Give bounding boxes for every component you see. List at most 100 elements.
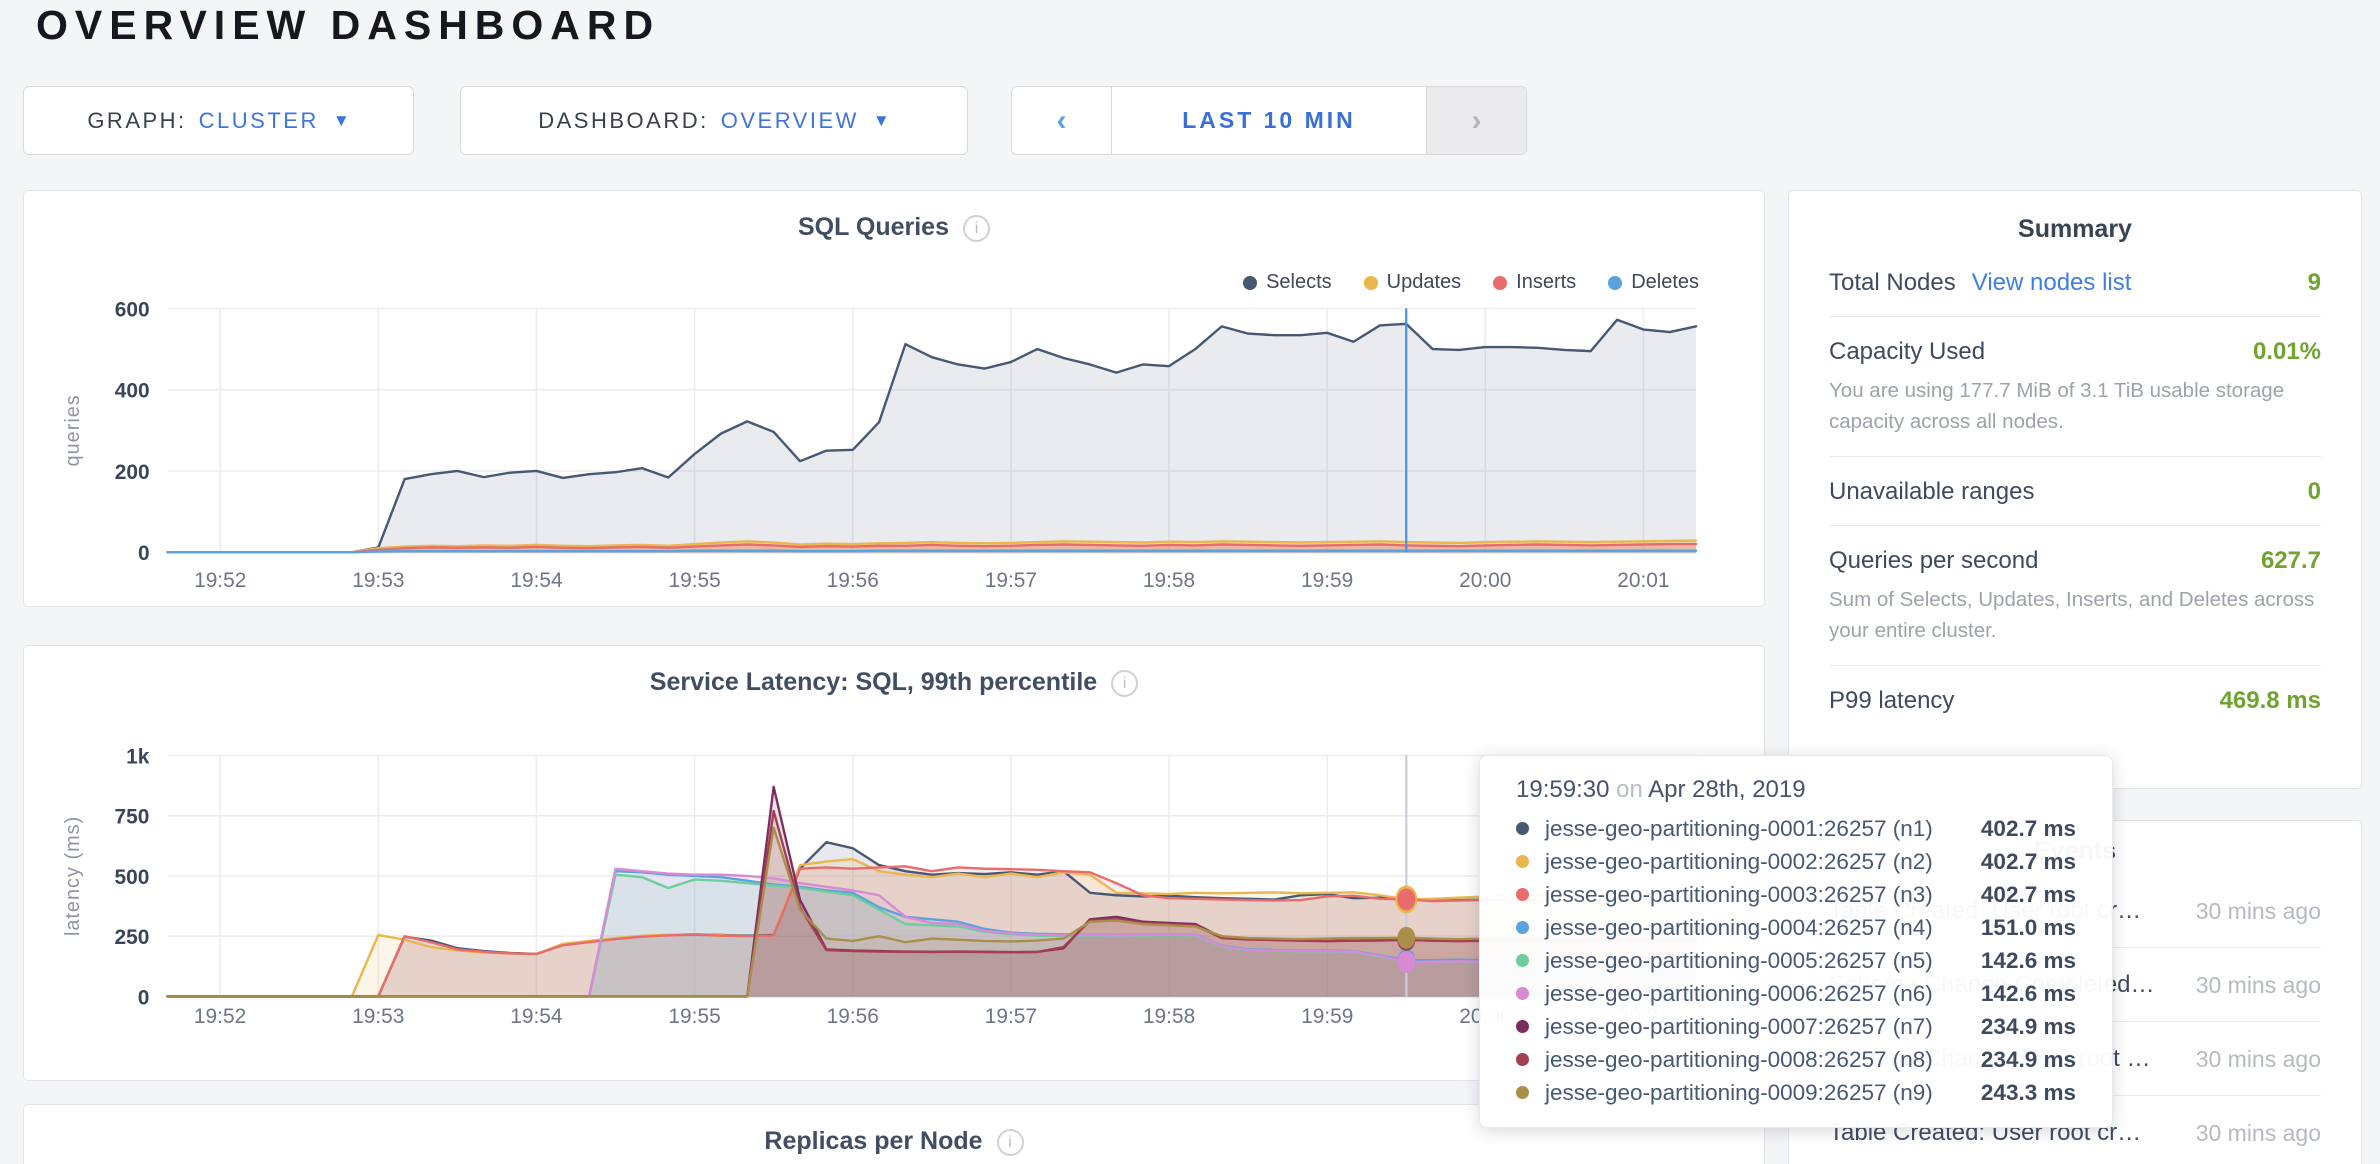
series-dot xyxy=(1516,987,1529,1000)
svg-text:0: 0 xyxy=(138,986,150,1009)
tooltip-row: jesse-geo-partitioning-0002:26257 (n2) 4… xyxy=(1516,845,2076,878)
summary-value: 469.8 ms xyxy=(2219,687,2321,714)
svg-text:19:57: 19:57 xyxy=(985,569,1037,592)
time-range-display[interactable]: LAST 10 MIN xyxy=(1182,107,1356,133)
tooltip-node-value: 243.3 ms xyxy=(1980,1079,2076,1105)
svg-text:600: 600 xyxy=(115,298,150,321)
hover-tooltip: 19:59:30 on Apr 28th, 2019 jesse-geo-par… xyxy=(1479,755,2113,1128)
legend-item-deletes: Deletes xyxy=(1608,271,1699,294)
tooltip-row: jesse-geo-partitioning-0001:26257 (n1) 4… xyxy=(1516,812,2076,845)
tooltip-node-value: 402.7 ms xyxy=(1980,815,2076,841)
service-latency-chart[interactable]: 19:52 19:53 19:54 19:55 19:56 19:57 19:58 19:59… xyxy=(24,646,1764,1080)
svg-text:19:52: 19:52 xyxy=(194,1005,246,1028)
tooltip-time: 19:59:30 xyxy=(1516,776,1610,803)
series-dot xyxy=(1516,822,1529,835)
dashboard-dropdown[interactable]: DASHBOARD: OVERVIEW ▼ xyxy=(460,86,968,155)
chevron-down-icon: ▼ xyxy=(872,110,890,130)
summary-description: Sum of Selects, Updates, Inserts, and De… xyxy=(1829,588,2315,642)
graph-dropdown[interactable]: GRAPH: CLUSTER ▼ xyxy=(23,86,414,155)
svg-text:19:55: 19:55 xyxy=(668,569,720,592)
event-time: 30 mins ago xyxy=(2195,1119,2321,1146)
graph-dropdown-value: CLUSTER xyxy=(198,107,319,133)
svg-text:19:58: 19:58 xyxy=(1143,569,1195,592)
info-icon[interactable]: i xyxy=(1111,669,1139,697)
summary-label: P99 latency xyxy=(1829,687,1955,714)
tooltip-node-value: 234.9 ms xyxy=(1980,1013,2076,1039)
series-dot xyxy=(1608,275,1623,290)
svg-text:20:00: 20:00 xyxy=(1459,569,1511,592)
svg-text:400: 400 xyxy=(115,380,150,403)
summary-row-capacity: Capacity Used 0.01% You are using 177.7 … xyxy=(1829,317,2321,457)
summary-value: 0.01% xyxy=(2252,338,2321,365)
sql-legend: Selects Updates Inserts Deletes xyxy=(1243,271,1699,294)
dashboard-dropdown-value: OVERVIEW xyxy=(720,107,859,133)
info-icon[interactable]: i xyxy=(996,1128,1024,1156)
tooltip-node-name: jesse-geo-partitioning-0002:26257 (n2) xyxy=(1545,848,1933,874)
info-icon[interactable]: i xyxy=(963,214,990,242)
svg-text:250: 250 xyxy=(115,926,150,949)
svg-text:queries: queries xyxy=(62,394,84,466)
chevron-left-icon: ‹ xyxy=(1056,103,1067,137)
summary-value: 0 xyxy=(2307,478,2321,505)
svg-text:0: 0 xyxy=(138,542,150,565)
svg-text:19:56: 19:56 xyxy=(827,569,879,592)
svg-text:19:58: 19:58 xyxy=(1143,1005,1195,1028)
legend-item-inserts: Inserts xyxy=(1493,271,1576,294)
summary-value: 9 xyxy=(2307,269,2321,296)
tooltip-node-name: jesse-geo-partitioning-0001:26257 (n1) xyxy=(1545,815,1933,841)
tooltip-node-value: 234.9 ms xyxy=(1980,1046,2076,1072)
tooltip-row: jesse-geo-partitioning-0004:26257 (n4) 1… xyxy=(1516,911,2076,944)
summary-title: Summary xyxy=(2018,215,2132,243)
dashboard-dropdown-label: DASHBOARD: xyxy=(538,107,709,133)
sql-queries-chart[interactable]: 19:52 19:53 19:54 19:55 19:56 19:57 19:58 19:59… xyxy=(24,191,1764,606)
svg-text:750: 750 xyxy=(115,806,150,829)
summary-row-total-nodes: Total Nodes View nodes list 9 xyxy=(1829,248,2321,317)
chart-title: Service Latency: SQL, 99th percentile i xyxy=(24,668,1764,697)
tooltip-node-name: jesse-geo-partitioning-0005:26257 (n5) xyxy=(1545,947,1933,973)
event-time: 30 mins ago xyxy=(2195,1045,2321,1072)
svg-text:1k: 1k xyxy=(126,745,150,768)
chevron-down-icon: ▼ xyxy=(332,110,350,130)
svg-text:19:56: 19:56 xyxy=(827,1005,879,1028)
tooltip-node-value: 402.7 ms xyxy=(1980,848,2076,874)
svg-text:20:01: 20:01 xyxy=(1617,569,1669,592)
tooltip-header: 19:59:30 on Apr 28th, 2019 xyxy=(1516,776,2076,804)
graph-dropdown-label: GRAPH: xyxy=(87,107,187,133)
svg-text:19:54: 19:54 xyxy=(510,1005,562,1028)
summary-label: Total Nodes xyxy=(1829,269,1956,296)
tooltip-node-name: jesse-geo-partitioning-0008:26257 (n8) xyxy=(1545,1046,1933,1072)
svg-text:19:52: 19:52 xyxy=(194,569,246,592)
summary-panel: Summary Total Nodes View nodes list 9 Ca… xyxy=(1788,190,2362,789)
time-prev-button[interactable]: ‹ xyxy=(1012,87,1112,154)
tooltip-node-value: 402.7 ms xyxy=(1980,881,2076,907)
tooltip-row: jesse-geo-partitioning-0003:26257 (n3) 4… xyxy=(1516,878,2076,911)
series-dot xyxy=(1516,1020,1529,1033)
legend-item-selects: Selects xyxy=(1243,271,1332,294)
tooltip-row: jesse-geo-partitioning-0006:26257 (n6) 1… xyxy=(1516,977,2076,1010)
tooltip-node-name: jesse-geo-partitioning-0003:26257 (n3) xyxy=(1545,881,1933,907)
time-next-button: › xyxy=(1426,87,1526,154)
summary-row-p99: P99 latency 469.8 ms xyxy=(1829,666,2321,734)
svg-text:19:55: 19:55 xyxy=(668,1005,720,1028)
series-dot xyxy=(1516,954,1529,967)
series-dot xyxy=(1516,921,1529,934)
series-dot xyxy=(1243,275,1258,290)
svg-text:19:53: 19:53 xyxy=(352,1005,404,1028)
tooltip-date: Apr 28th, 2019 xyxy=(1648,776,1806,803)
chart-title: Replicas per Node i xyxy=(24,1127,1764,1156)
series-dot xyxy=(1516,1053,1529,1066)
tooltip-row: jesse-geo-partitioning-0008:26257 (n8) 2… xyxy=(1516,1043,2076,1076)
tooltip-node-value: 142.6 ms xyxy=(1980,947,2076,973)
event-time: 30 mins ago xyxy=(2195,971,2321,998)
summary-row-qps: Queries per second 627.7 Sum of Selects,… xyxy=(1829,526,2321,666)
tooltip-node-name: jesse-geo-partitioning-0009:26257 (n9) xyxy=(1545,1079,1933,1105)
service-latency-panel: Service Latency: SQL, 99th percentile i 1… xyxy=(23,645,1765,1081)
series-dot xyxy=(1363,275,1378,290)
tooltip-node-name: jesse-geo-partitioning-0004:26257 (n4) xyxy=(1545,914,1933,940)
chart-title: SQL Queries i xyxy=(24,213,1764,242)
tooltip-node-value: 142.6 ms xyxy=(1980,980,2076,1006)
svg-text:500: 500 xyxy=(115,866,150,889)
svg-text:19:59: 19:59 xyxy=(1301,569,1353,592)
view-nodes-link[interactable]: View nodes list xyxy=(1971,269,2132,296)
